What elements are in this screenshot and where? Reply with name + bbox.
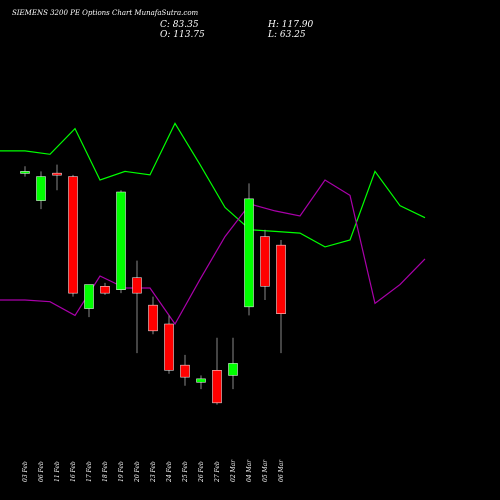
candle-body [36,176,46,201]
candle-body [276,244,286,314]
x-tick-label: 20 Feb [134,461,141,483]
x-tick-label: 03 Feb [22,461,29,482]
candle-body [148,304,158,332]
close-label: C: 83.35 [160,20,199,30]
x-tick-label: 25 Feb [182,461,189,483]
x-tick-label: 18 Feb [102,461,109,482]
x-axis-labels: 03 Feb 06 Feb 11 Feb 16 Feb 17 Feb 18 Feb 19 F… [22,459,285,483]
candle-body [116,191,126,290]
candle-body [244,198,254,308]
candlesticks [20,164,286,405]
low-label: L: 63.25 [267,30,306,40]
candle-body [52,172,62,176]
upper-band-line [0,122,426,248]
candle-body [260,236,270,287]
x-tick-label: 27 Feb [214,461,221,483]
candle-body [68,176,78,294]
candle-body [196,378,206,383]
candle-body [84,284,94,309]
x-tick-label: 02 Mar [230,459,237,482]
candle-body [180,364,190,378]
x-tick-label: 17 Feb [86,461,93,482]
x-tick-label: 24 Feb [166,461,173,483]
candle-body [132,277,142,294]
lower-band-line [0,179,426,326]
x-tick-label: 16 Feb [70,461,77,482]
x-tick-label: 06 Feb [38,461,45,482]
candle-body [100,286,110,294]
chart-title: SIEMENS 3200 PE Options Chart MunafaSutr… [12,9,199,17]
candle-body [212,370,222,404]
candle-body [20,171,30,174]
x-tick-label: 26 Feb [198,461,205,483]
x-tick-label: 19 Feb [118,461,125,482]
band-lines [0,122,426,326]
candle-body [228,363,238,376]
x-tick-label: 06 Mar [278,459,285,482]
x-tick-label: 23 Feb [150,461,157,483]
x-tick-label: 05 Mar [262,459,269,482]
candle-body [164,323,174,371]
x-tick-label: 11 Feb [54,461,61,482]
x-tick-label: 04 Mar [246,459,253,482]
high-label: H: 117.90 [267,20,314,30]
open-label: O: 113.75 [160,30,205,40]
